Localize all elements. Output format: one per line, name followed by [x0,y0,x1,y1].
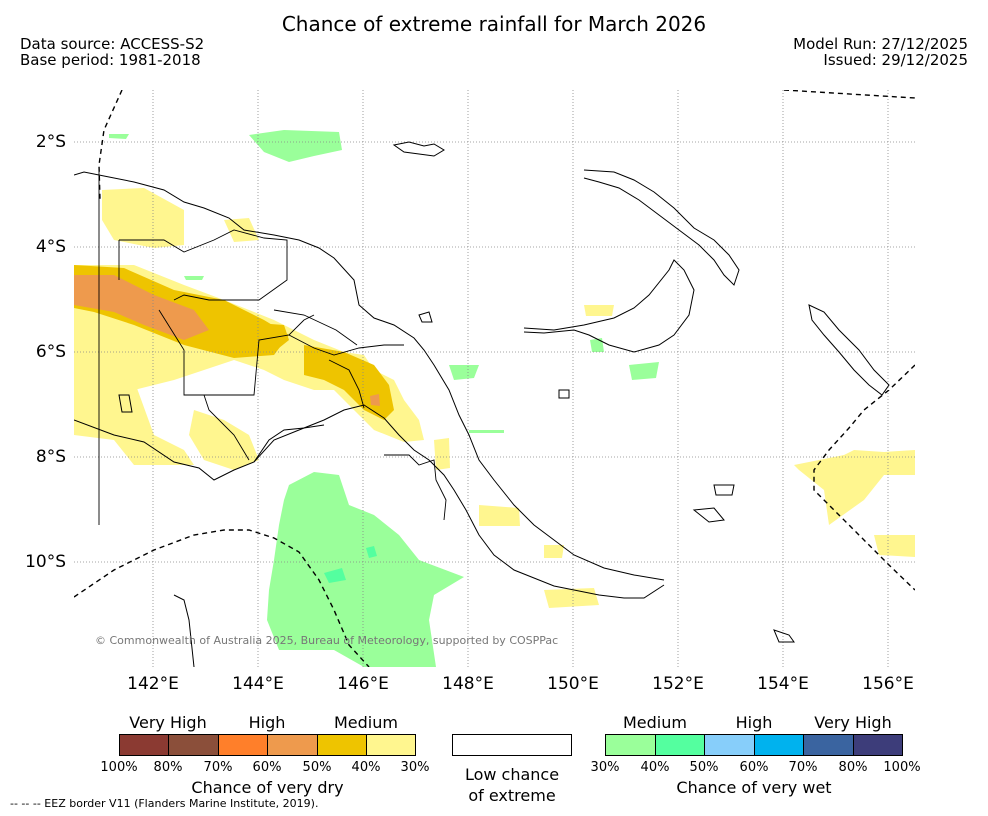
wet-pct-60: 60% [739,760,769,775]
wet-swatch-6 [853,734,903,756]
eez-footnote: -- -- -- EEZ border V11 (Flanders Marine… [10,797,319,810]
wet-pct-30: 30% [590,760,620,775]
dry-pct-80: 80% [153,760,183,775]
wet-pct-100: 100% [883,760,921,775]
rainfall-map [74,90,915,667]
wet-swatch-3 [704,734,754,756]
low-chance-swatch [452,734,572,756]
data-source-text: Data source: ACCESS-S2 [20,35,205,53]
province-boundaries [98,170,447,525]
copyright-text: © Commonwealth of Australia 2025, Bureau… [95,634,559,647]
low-chance-line2: of extreme [468,786,556,805]
low-chance-line1: Low chance [464,765,560,784]
lat-label-10s: 10°S [25,552,66,572]
lon-label-144e: 144°E [232,674,284,694]
lat-label-8s: 8°S [35,447,66,467]
dry-swatch-6 [366,734,416,756]
lat-label-6s: 6°S [35,342,66,362]
dry-swatch-2 [168,734,218,756]
dry-pct-50: 50% [302,760,332,775]
wet-swatch-4 [754,734,804,756]
model-run-text: Model Run: 27/12/2025 [793,35,968,53]
wet-pct-40: 40% [640,760,670,775]
lon-label-142e: 142°E [127,674,179,694]
dry-swatch-4 [267,734,317,756]
lon-label-152e: 152°E [652,674,704,694]
wet-cat-very-high: Very High [814,713,892,732]
lon-label-146e: 146°E [337,674,389,694]
eez-borders [74,90,915,667]
base-period-text: Base period: 1981-2018 [20,51,201,69]
wet-pct-80: 80% [838,760,868,775]
dry-pct-70: 70% [203,760,233,775]
lon-label-154e: 154°E [757,674,809,694]
dry-cat-very-high: Very High [129,713,207,732]
wet-pct-70: 70% [788,760,818,775]
wet-swatch-1 [605,734,655,756]
low-chance-label: Low chance of extreme [452,764,572,806]
wet-cat-high: High [735,713,773,732]
dry-swatch-5 [317,734,367,756]
dry-legend-title: Chance of very dry [191,778,344,797]
dry-swatch-1 [119,734,169,756]
lat-label-2s: 2°S [35,132,66,152]
dry-cat-high: High [248,713,286,732]
header-left: Data source: ACCESS-S2 Base period: 1981… [20,36,204,68]
issued-text: Issued: 29/12/2025 [823,51,968,69]
dry-30-40-region [74,188,915,608]
graticule [74,90,915,667]
dry-pct-40: 40% [351,760,381,775]
dry-pct-60: 60% [252,760,282,775]
coastlines [74,141,890,667]
chart-title: Chance of extreme rainfall for March 202… [281,12,707,36]
wet-30-40-region [109,130,659,667]
dry-pct-100: 100% [100,760,138,775]
wet-pct-50: 50% [689,760,719,775]
dry-swatch-3 [218,734,268,756]
lon-label-150e: 150°E [547,674,599,694]
wet-cat-medium: Medium [623,713,687,732]
lat-label-4s: 4°S [35,237,66,257]
wet-40-50-region [324,546,377,583]
wet-legend-title: Chance of very wet [676,778,832,797]
header-right: Model Run: 27/12/2025 Issued: 29/12/2025 [793,36,968,68]
dry-pct-30: 30% [400,760,430,775]
wet-swatch-2 [655,734,705,756]
dry-cat-medium: Medium [334,713,398,732]
dry-50-60-region [74,275,380,406]
wet-swatch-5 [803,734,853,756]
lon-label-148e: 148°E [442,674,494,694]
lon-label-156e: 156°E [862,674,914,694]
